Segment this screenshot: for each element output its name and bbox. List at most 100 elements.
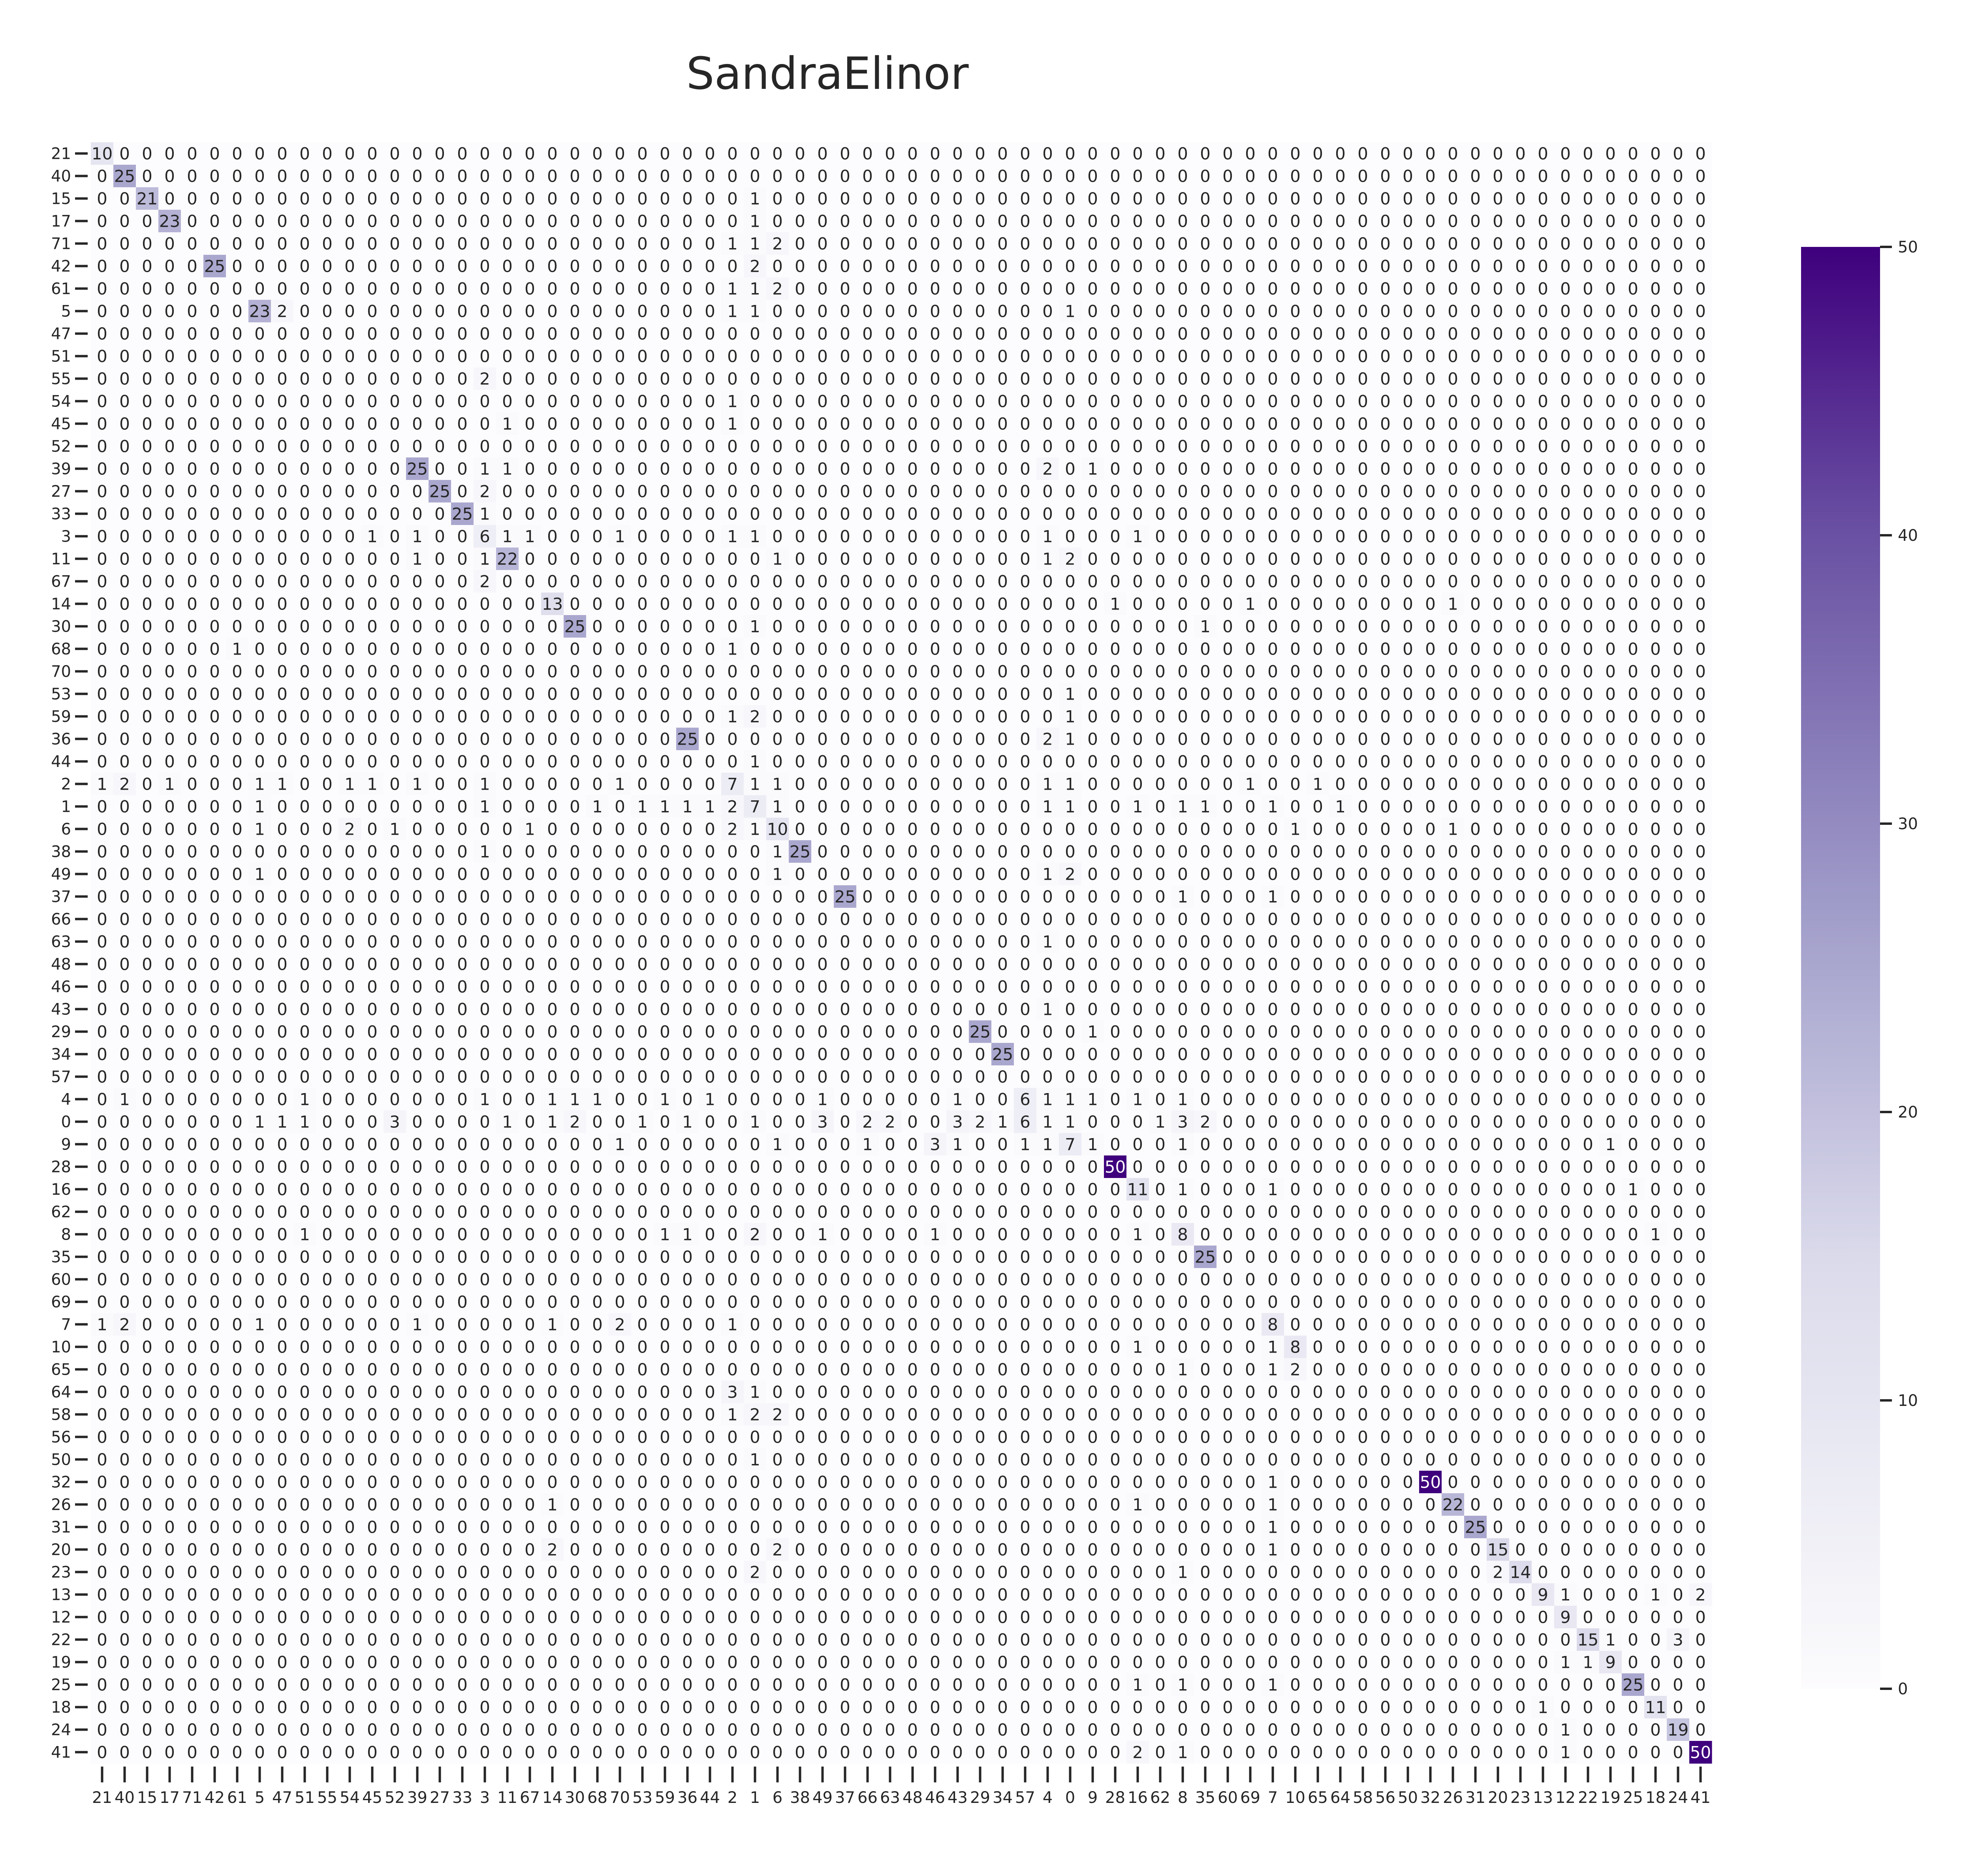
heatmap-cell: [1352, 142, 1374, 165]
heatmap-cell: [429, 187, 451, 210]
heatmap-cell: [181, 187, 204, 210]
heatmap-cell: [1262, 187, 1284, 210]
heatmap-cell: [789, 187, 812, 210]
heatmap-cell: [293, 142, 316, 165]
heatmap-cell: [136, 210, 159, 233]
heatmap-cell: [1667, 165, 1690, 188]
heatmap-cell: [834, 165, 857, 188]
heatmap-cell: [901, 187, 924, 210]
heatmap-cell: [676, 142, 699, 165]
heatmap-cell: [519, 142, 542, 165]
heatmap-cell: [1239, 165, 1262, 188]
heatmap-cell: [1126, 142, 1149, 165]
heatmap-cell: [1419, 187, 1442, 210]
heatmap-cell: [1599, 187, 1622, 210]
heatmap-cell: [699, 187, 722, 210]
heatmap-cell: [361, 142, 384, 165]
heatmap-cell: [1464, 165, 1487, 188]
heatmap-cell: [316, 210, 339, 233]
heatmap-cell: [248, 142, 271, 165]
heatmap-cell: [474, 165, 496, 188]
heatmap-cell: [384, 187, 406, 210]
heatmap-cell: [564, 187, 587, 210]
heatmap-cell: [113, 210, 136, 233]
heatmap-cell: [1554, 187, 1577, 210]
heatmap-cell: [991, 142, 1014, 165]
heatmap-cell: [91, 165, 114, 188]
heatmap-cell: [901, 165, 924, 188]
heatmap-cell: [271, 165, 294, 188]
heatmap-cell: [1397, 165, 1420, 188]
heatmap-cell: [654, 187, 677, 210]
heatmap-cell: [631, 187, 654, 210]
heatmap-cell: [744, 165, 767, 188]
heatmap-cell: [474, 142, 496, 165]
heatmap-cell: [541, 210, 564, 233]
heatmap-cell: [316, 165, 339, 188]
heatmap-cell: [1577, 187, 1600, 210]
heatmap-cell: [541, 142, 564, 165]
heatmap-cell: [406, 165, 429, 188]
heatmap-cell: [1059, 187, 1082, 210]
heatmap-cell: [1329, 165, 1352, 188]
heatmap-cell: [91, 210, 114, 233]
heatmap-cell: [1644, 142, 1667, 165]
heatmap-cell: [1059, 165, 1082, 188]
heatmap-cell: [1329, 187, 1352, 210]
heatmap-cell: [676, 165, 699, 188]
heatmap-cell: [271, 210, 294, 233]
heatmap-cell: [789, 165, 812, 188]
heatmap-cell: [113, 165, 136, 188]
heatmap-cell: [1442, 142, 1465, 165]
heatmap-cell: [1014, 142, 1037, 165]
heatmap-cell: [1532, 142, 1555, 165]
heatmap-cell: [699, 142, 722, 165]
heatmap-cell: [1397, 142, 1420, 165]
heatmap-cell: [113, 187, 136, 210]
heatmap-cell: [564, 210, 587, 233]
heatmap-cell: [406, 187, 429, 210]
heatmap-cell: [879, 187, 902, 210]
heatmap-cell: [338, 187, 361, 210]
heatmap-cell: [338, 165, 361, 188]
heatmap-cell: [384, 142, 406, 165]
heatmap-cell: [1532, 165, 1555, 188]
heatmap-cell: [406, 142, 429, 165]
heatmap-cell: [496, 210, 519, 233]
heatmap-cell: [766, 165, 789, 188]
heatmap-cell: [1307, 142, 1329, 165]
heatmap-cell: [1104, 142, 1127, 165]
heatmap-cell: [1689, 142, 1712, 165]
heatmap-cell: [1622, 187, 1645, 210]
heatmap-cell: [113, 142, 136, 165]
heatmap-cell: [181, 165, 204, 188]
heatmap-cell: [924, 165, 947, 188]
heatmap-cell: [856, 142, 879, 165]
heatmap-cell: [496, 142, 519, 165]
heatmap-cell: [1644, 165, 1667, 188]
heatmap-cell: [1599, 165, 1622, 188]
heatmap-cell: [744, 142, 767, 165]
heatmap-cell: [1307, 165, 1329, 188]
heatmap-cell: [1036, 142, 1059, 165]
heatmap-cell: [248, 210, 271, 233]
heatmap-cell: [766, 187, 789, 210]
heatmap-cell: [811, 165, 834, 188]
heatmap-cell: [609, 210, 632, 233]
heatmap-cell: [1126, 187, 1149, 210]
heatmap-cell: [1442, 187, 1465, 210]
heatmap-cell: [451, 165, 474, 188]
heatmap-cell: [969, 142, 992, 165]
heatmap-cell: [969, 165, 992, 188]
heatmap-cell: [203, 187, 226, 210]
heatmap-cell: [586, 142, 609, 165]
heatmap-cell: [1194, 187, 1217, 210]
heatmap-cell: [293, 165, 316, 188]
heatmap-cell: [609, 142, 632, 165]
heatmap-cell: [1442, 165, 1465, 188]
heatmap-cell: [1171, 142, 1194, 165]
heatmap-cell: [451, 210, 474, 233]
heatmap-cell: [338, 142, 361, 165]
heatmap-cell: [654, 165, 677, 188]
heatmap-cell: [226, 142, 249, 165]
